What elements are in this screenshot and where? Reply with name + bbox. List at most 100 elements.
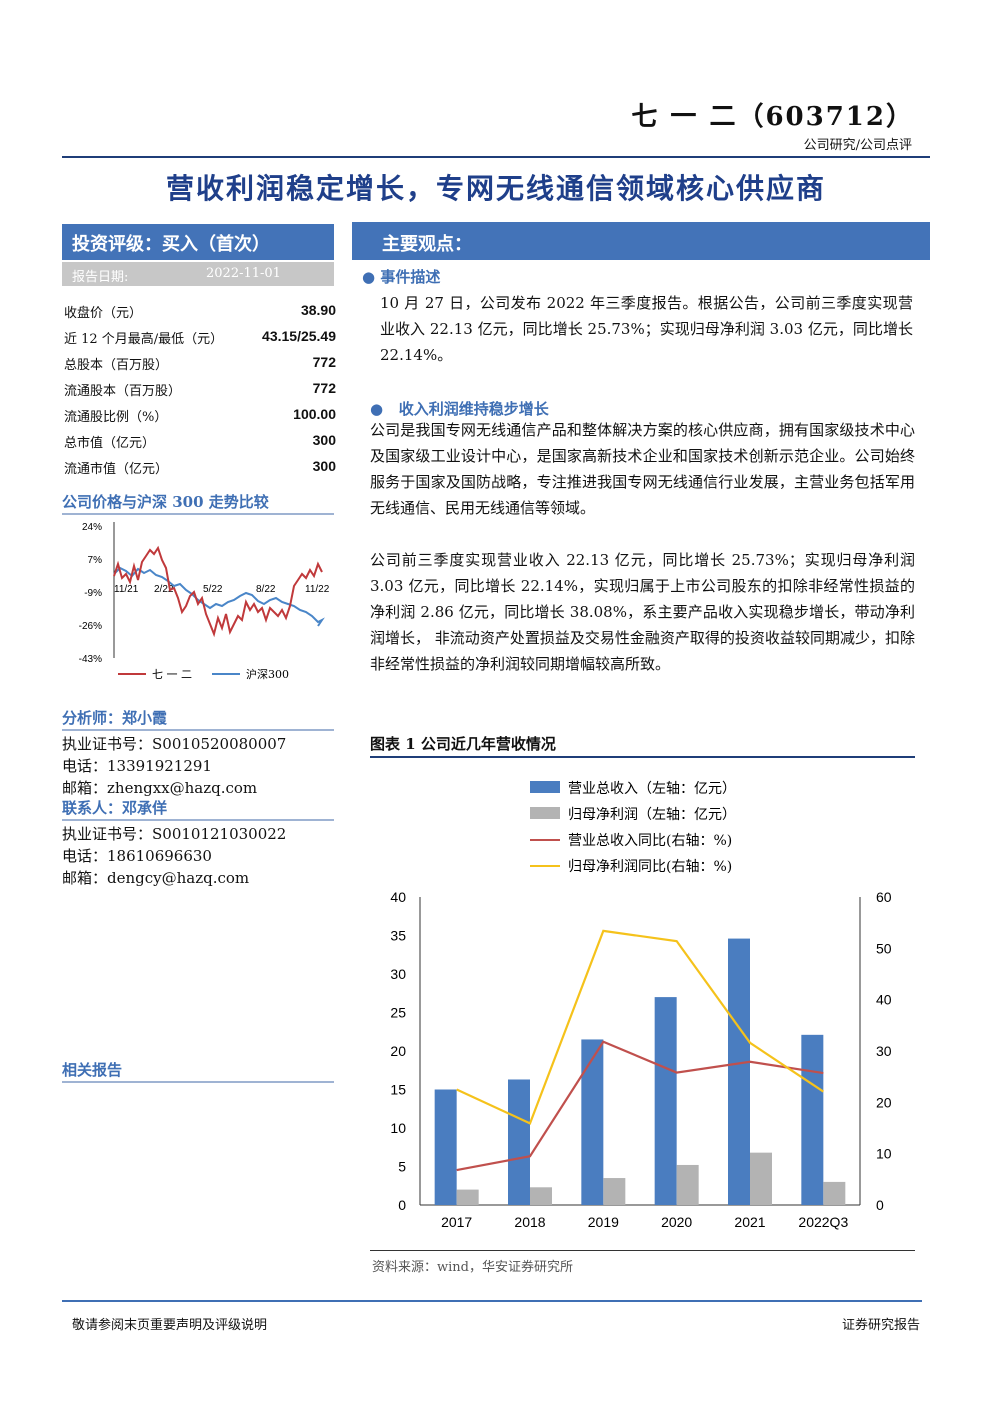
rating-banner: 投资评级：买入（首次）	[62, 224, 334, 260]
chart-series-line	[456, 1040, 824, 1172]
related-reports-title: 相关报告	[62, 1061, 123, 1079]
right-axis-tick: 60	[876, 889, 892, 905]
event-heading-text: 事件描述	[380, 268, 441, 286]
price-chart-y-tick: 24%	[82, 522, 102, 533]
right-axis-tick: 40	[876, 992, 892, 1008]
chart-bar	[728, 938, 750, 1205]
chart-bar	[581, 1039, 604, 1205]
stat-row: 近 12 个月最高/最低（元） 43.15/25.49	[62, 328, 336, 348]
chart-lines	[456, 929, 824, 1172]
legend-swatch	[530, 781, 560, 793]
section-divider	[62, 819, 334, 821]
price-trend-chart: 24% 7% -9% -26% -43% 11/21 2/22 5/22 8/2…	[79, 522, 330, 681]
revenue-chart: 营业总收入（左轴：亿元） 归母净利润（左轴：亿元） 营业总收入同比(右轴：%) 归母净…	[390, 781, 892, 1230]
legend-label: 归母净利润同比(右轴：%)	[568, 858, 732, 875]
stat-row: 收盘价（元） 38.90	[62, 302, 336, 322]
stat-value: 300	[312, 432, 336, 448]
legend-label: 归母净利润（左轴：亿元）	[568, 806, 736, 823]
price-chart-x-tick: 11/21	[114, 584, 139, 595]
x-axis-tick: 2019	[588, 1214, 619, 1230]
x-axis-tick: 2018	[514, 1214, 545, 1230]
legend-label: 营业总收入同比(右轴：%)	[568, 833, 732, 849]
stat-label: 流通市值（亿元）	[64, 462, 169, 477]
x-axis-tick: 2017	[441, 1214, 472, 1230]
left-axis-tick: 25	[390, 1005, 406, 1021]
source-divider	[370, 1250, 915, 1251]
company-intro-paragraph: 公司是我国专网无线通信产品和整体解决方案的核心供应商，拥有国家级技术中心及国家级…	[370, 421, 915, 517]
legend-swatch	[530, 807, 560, 819]
left-axis-tick: 0	[398, 1197, 406, 1213]
chart-bar	[456, 1189, 479, 1205]
stat-row: 总市值（亿元） 300	[62, 432, 336, 452]
price-chart-y-tick: -43%	[79, 654, 102, 665]
footer-report-type: 证券研究报告	[841, 1318, 920, 1333]
stock-price-line	[113, 545, 323, 638]
chart-bar	[434, 1089, 457, 1205]
chart-bar	[676, 1164, 699, 1205]
left-axis-tick: 30	[390, 966, 406, 982]
price-chart-x-tick: 11/22	[305, 584, 330, 595]
report-category: 公司研究/公司点评	[803, 138, 912, 153]
growth-heading-text: 收入利润维持稳步增长	[398, 400, 549, 418]
section-divider	[62, 729, 334, 731]
stat-value: 100.00	[293, 406, 336, 422]
event-paragraph: 10 月 27 日，公司发布 2022 年三季度报告。根据公告，公司前三季度实现…	[380, 294, 913, 364]
stat-label: 总股本（百万股）	[64, 358, 169, 373]
price-chart-title: 公司价格与沪深 300 走势比较	[62, 493, 269, 511]
stat-label: 收盘价（元）	[64, 306, 143, 321]
legend-label: 营业总收入（左轴：亿元）	[568, 781, 736, 797]
bullet-icon: ●	[362, 268, 376, 286]
price-chart-x-tick: 2/22	[154, 584, 174, 595]
report-date-value: 2022-11-01	[206, 266, 281, 281]
chart-axes: 0 5 10 15 20 25 30 35 40 0 10 20 30 40 50 60 2017 2018 201…	[390, 889, 891, 1230]
stat-label: 近 12 个月最高/最低（元）	[64, 332, 224, 347]
stat-value: 300	[312, 458, 336, 474]
analyst-title: 分析师：郑小霞	[62, 709, 168, 727]
left-axis-tick: 10	[390, 1120, 406, 1136]
chart-bars	[434, 938, 846, 1205]
company-name: 七 一 二（603712）	[631, 102, 914, 132]
report-date-label: 报告日期:	[72, 270, 129, 285]
chart-bar	[654, 997, 677, 1205]
chart-bar	[530, 1187, 552, 1205]
right-axis-tick: 20	[876, 1094, 892, 1110]
x-axis-tick: 2021	[734, 1214, 765, 1230]
footer-disclaimer: 敬请参阅末页重要声明及评级说明	[72, 1318, 268, 1333]
index-price-line	[113, 566, 325, 627]
price-chart-x-tick: 5/22	[203, 584, 223, 595]
stat-value: 772	[312, 354, 336, 370]
chart-bar	[823, 1181, 846, 1205]
stat-row: 流通股本（百万股） 772	[62, 380, 336, 400]
section-divider	[62, 513, 334, 515]
chart-bar	[801, 1034, 824, 1205]
bullet-icon: ●	[370, 400, 384, 418]
left-axis-tick: 15	[390, 1082, 406, 1098]
right-axis-tick: 0	[876, 1197, 884, 1213]
stat-label: 总市值（亿元）	[64, 436, 156, 451]
contact-email[interactable]: 邮箱：dengcy@hazq.com	[62, 869, 250, 887]
header-divider	[62, 156, 930, 158]
x-axis-tick: 2022Q3	[798, 1214, 848, 1230]
stat-row: 总股本（百万股） 772	[62, 354, 336, 374]
report-title: 营收利润稳定增长，专网无线通信领域核心供应商	[165, 172, 826, 205]
legend-index-label: 沪深300	[246, 667, 289, 681]
price-chart-x-tick: 8/22	[256, 584, 276, 595]
left-axis-tick: 20	[390, 1043, 406, 1059]
stat-value: 43.15/25.49	[262, 328, 336, 344]
contact-phone: 电话：18610696630	[62, 847, 212, 865]
x-axis-tick: 2020	[661, 1214, 692, 1230]
results-paragraph: 公司前三季度实现营业收入 22.13 亿元，同比增长 25.73%；实现归母净利…	[370, 551, 915, 673]
left-axis-tick: 40	[390, 889, 406, 905]
main-points-banner: 主要观点：	[352, 222, 930, 260]
left-axis-tick: 35	[390, 928, 406, 944]
event-heading: ● 事件描述	[362, 266, 440, 287]
report-date-row: 报告日期: 2022-11-01	[62, 262, 334, 286]
analyst-email[interactable]: 邮箱：zhengxx@hazq.com	[62, 779, 258, 797]
right-axis-tick: 50	[876, 940, 892, 956]
price-chart-y-tick: -9%	[84, 588, 102, 599]
stat-label: 流通股比例（%）	[64, 410, 168, 425]
section-divider	[62, 1081, 334, 1083]
analyst-cert: 执业证书号：S0010520080007	[62, 735, 287, 753]
price-chart-y-tick: 7%	[88, 555, 103, 566]
figure-divider	[370, 756, 915, 758]
